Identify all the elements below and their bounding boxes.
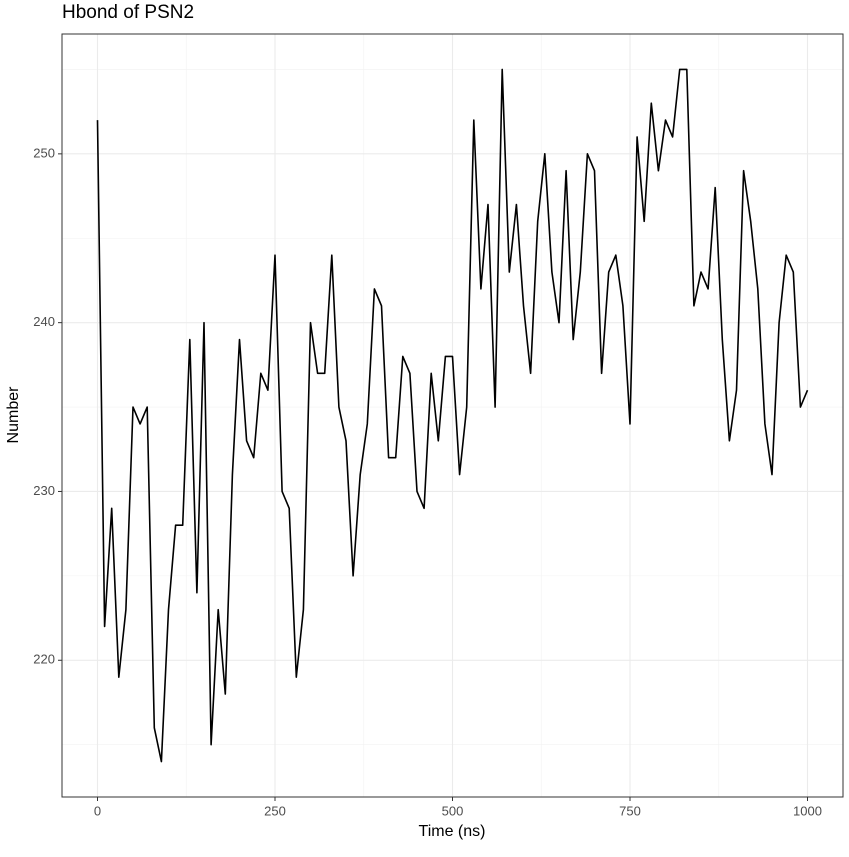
x-tick-label: 1000 xyxy=(793,803,822,818)
panel-border xyxy=(61,33,844,798)
y-tick-label: 240 xyxy=(33,314,55,329)
x-axis-title: Time (ns) xyxy=(419,823,486,840)
y-tick-label: 250 xyxy=(33,145,55,160)
y-tick-label: 220 xyxy=(33,652,55,667)
x-tick-label: 500 xyxy=(442,803,464,818)
y-axis-title: Number xyxy=(5,386,22,444)
chart-title: Hbond of PSN2 xyxy=(62,2,194,23)
x-tick-label: 250 xyxy=(264,803,286,818)
x-tick-label: 0 xyxy=(94,803,101,818)
y-tick-label: 230 xyxy=(33,483,55,498)
data-line xyxy=(96,68,809,763)
x-tick-label: 750 xyxy=(619,803,641,818)
